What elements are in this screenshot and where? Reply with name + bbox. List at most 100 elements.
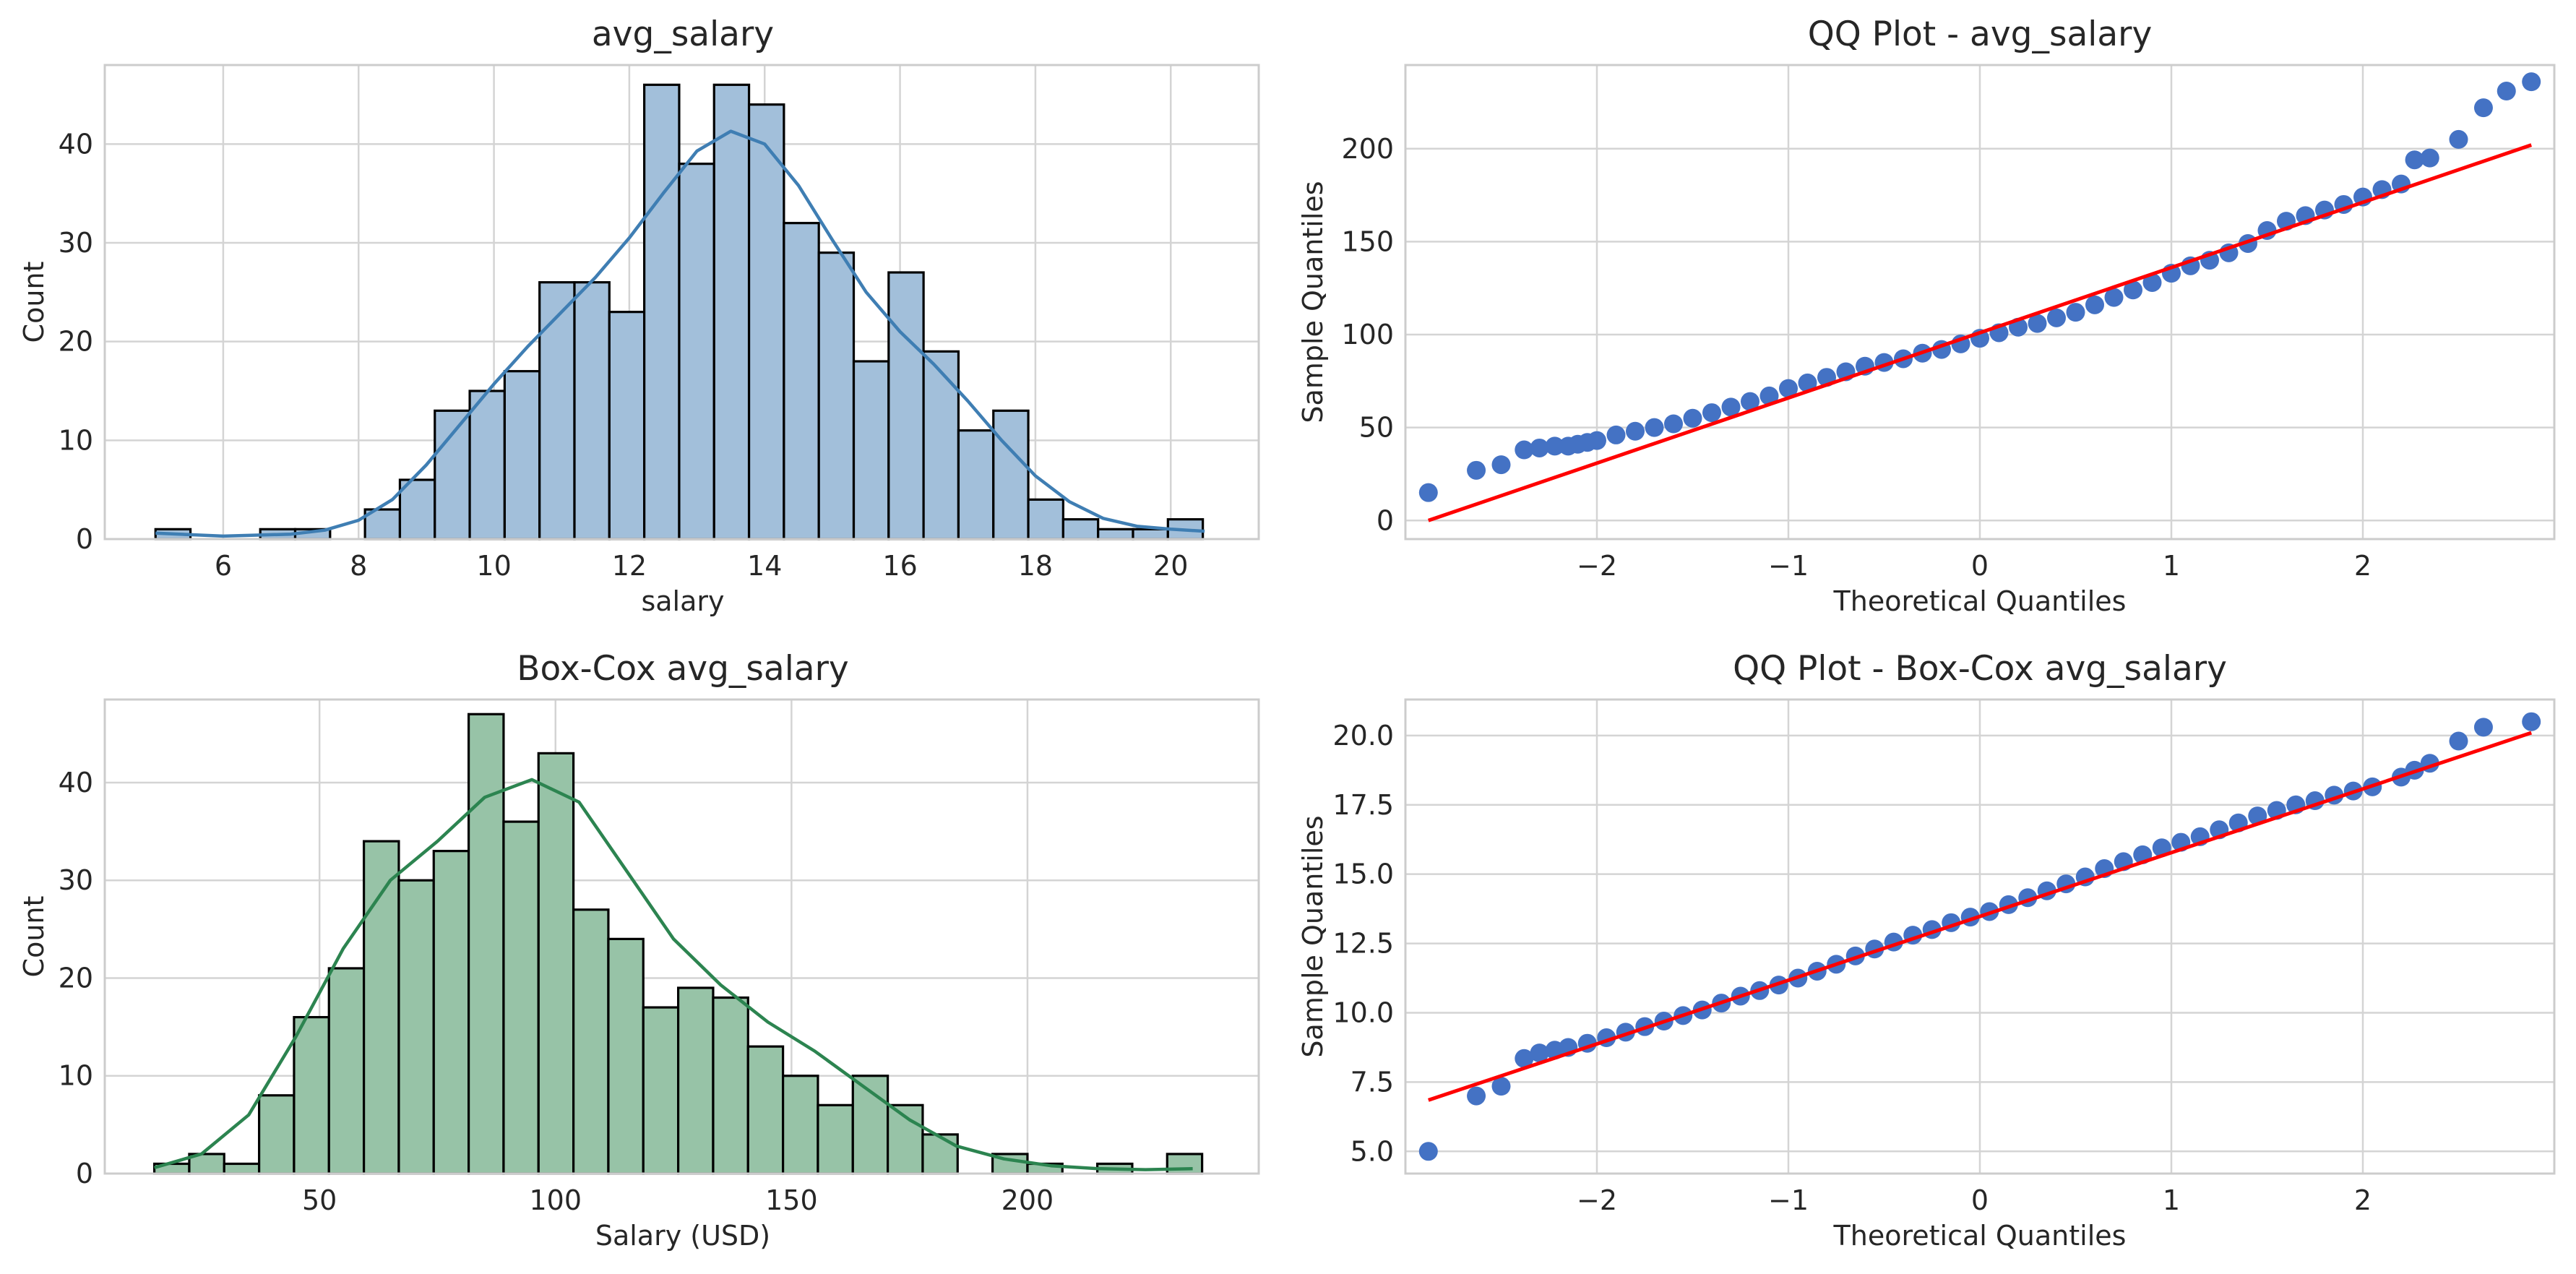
reference-line [1428,731,2532,1102]
histogram-bar [643,83,681,541]
histogram-bar [921,1133,959,1175]
x-tick-label: 16 [882,550,917,582]
x-tick-label: 12 [612,550,647,582]
histogram-bar [852,360,890,541]
qq-point [2405,150,2424,170]
histogram-bar [817,251,856,541]
histogram-bar [223,1162,261,1175]
x-tick-label: 20 [1153,550,1188,582]
histogram-bar [1027,498,1064,541]
histogram-bar [467,713,505,1175]
histogram-bar [817,1103,854,1175]
qq-point [2522,712,2541,731]
x-axis-label: Salary (USD) [595,1220,770,1252]
histogram-bar [432,850,470,1175]
histogram-bar [677,986,715,1175]
histogram-bar [642,1006,680,1175]
qq-point [1606,425,1626,444]
y-tick-label: 12.5 [1332,928,1394,960]
qq-point [1759,386,1779,405]
chart-title: QQ Plot - avg_salary [1808,14,2153,54]
histogram-bar [293,1015,330,1175]
x-tick-label: −1 [1768,1184,1809,1216]
x-tick-label: −2 [1577,550,1617,582]
qq-point [1418,483,1438,502]
histogram-bar [992,409,1030,541]
qq-point [1779,379,1798,398]
qq-point [2497,82,2516,101]
qq-point [1721,397,1741,417]
y-tick-label: 0 [76,523,93,555]
x-tick-label: −1 [1768,550,1809,582]
plot-area [105,700,1259,1175]
y-tick-label: 150 [1341,225,1394,257]
x-tick-label: 1 [2163,1184,2180,1216]
histogram-bar [608,311,646,541]
y-tick-label: 20 [59,326,93,358]
histogram-bar [607,937,645,1175]
x-tick-label: 2 [2354,550,2372,582]
histogram-bar [957,429,995,541]
histogram-bar [434,409,471,541]
y-tick-label: 15.0 [1332,858,1394,890]
y-tick-label: 40 [59,128,93,160]
histogram-bar [746,1045,785,1175]
y-tick-label: 10 [59,1060,93,1092]
y-tick-label: 10 [59,424,93,456]
histogram-bar [747,103,785,541]
x-axis-label: salary [641,585,724,617]
qq-point [1798,373,1817,392]
y-tick-label: 200 [1341,133,1394,165]
histogram-avg-salary: avg_salary salary Count 6 8 10 12 14 16 18 20 0 1… [18,14,1260,617]
x-tick-label: 2 [2354,1184,2372,1216]
chart-title: avg_salary [592,14,774,54]
y-axis-label: Sample Quantiles [1297,181,1329,423]
qq-point [2449,129,2468,149]
histogram-bar [572,908,610,1175]
qq-point [1645,418,1664,437]
qq-point [1515,1049,1534,1068]
x-tick-label: 1 [2163,550,2180,582]
axes-frame [1404,64,2556,541]
qq-point [2473,718,2493,737]
qq-point [2047,308,2066,327]
x-tick-label: 14 [747,550,782,582]
histogram-bar [468,389,506,541]
qq-point [1626,421,1645,441]
histogram-bar [782,1075,819,1175]
qq-point [1515,440,1534,460]
chart-title: QQ Plot - Box-Cox avg_salary [1733,649,2227,689]
histogram-bar [712,996,749,1175]
x-tick-label: 0 [1971,550,1989,582]
qq-point [1588,431,1606,450]
histogram-bar [1132,528,1169,541]
histogram-bar [397,879,435,1175]
qq-point [1664,414,1683,434]
y-tick-label: 7.5 [1351,1066,1394,1098]
qq-point [1467,1086,1486,1106]
histogram-bar [502,820,540,1175]
kde-curve [155,129,1205,538]
qq-point [2104,288,2124,307]
qq-point [2449,731,2468,751]
y-tick-label: 17.5 [1332,789,1394,821]
y-axis-label: Count [18,262,50,343]
qq-point [1545,436,1564,456]
y-tick-label: 5.0 [1351,1135,1394,1167]
x-tick-label: 200 [1001,1184,1054,1216]
histogram-bar [538,281,576,541]
histogram-box-cox-avg-salary: Box-Cox avg_salary Salary (USD) Count 50… [18,649,1260,1252]
y-axis-label: Count [18,896,50,978]
chart-title: Box-Cox avg_salary [517,649,848,689]
qq-point [2142,272,2162,292]
qq-point [1530,438,1549,457]
qq-point [2066,303,2085,322]
histogram-bar [922,350,960,541]
x-tick-label: 18 [1018,550,1053,582]
x-tick-label: 0 [1971,1184,1989,1216]
y-tick-label: 100 [1341,319,1394,350]
histogram-bar [503,370,541,541]
qq-point [2473,98,2493,118]
qq-plot-avg-salary: QQ Plot - avg_salary Theoretical Quantil… [1297,14,2556,617]
